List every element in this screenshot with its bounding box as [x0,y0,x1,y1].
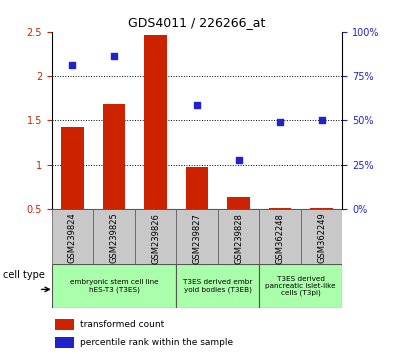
Bar [259,209,301,264]
Bar [61,127,84,209]
Point [235,157,242,163]
Text: cell type: cell type [3,270,45,280]
Text: percentile rank within the sample: percentile rank within the sample [80,338,234,347]
Bar [135,209,176,264]
Bar [185,167,209,209]
Text: GSM362249: GSM362249 [317,213,326,263]
Point [69,62,76,68]
Text: GSM239828: GSM239828 [234,213,243,264]
Bar [52,264,176,308]
Text: GSM239825: GSM239825 [109,213,119,263]
Bar [55,337,74,348]
Text: transformed count: transformed count [80,320,165,329]
Text: GSM362248: GSM362248 [275,213,285,264]
Title: GDS4011 / 226266_at: GDS4011 / 226266_at [128,16,266,29]
Bar [310,208,333,209]
Point [194,102,200,108]
Bar [301,209,342,264]
Bar [144,34,167,209]
Bar [227,198,250,209]
Text: GSM239827: GSM239827 [193,213,201,264]
Bar [176,209,218,264]
Bar [52,209,93,264]
Bar [218,209,259,264]
Text: T3ES derived embr
yoid bodies (T3EB): T3ES derived embr yoid bodies (T3EB) [183,279,252,293]
Text: GSM239824: GSM239824 [68,213,77,263]
Bar [93,209,135,264]
Point [111,53,117,59]
Bar [103,104,125,209]
Point [277,120,283,125]
Bar [176,264,259,308]
Point [318,118,325,123]
Text: T3ES derived
pancreatic islet-like
cells (T3pi): T3ES derived pancreatic islet-like cells… [265,276,336,296]
Bar [259,264,342,308]
Text: embryonic stem cell line
hES-T3 (T3ES): embryonic stem cell line hES-T3 (T3ES) [70,279,158,293]
Bar [55,319,74,330]
Text: GSM239826: GSM239826 [151,213,160,264]
